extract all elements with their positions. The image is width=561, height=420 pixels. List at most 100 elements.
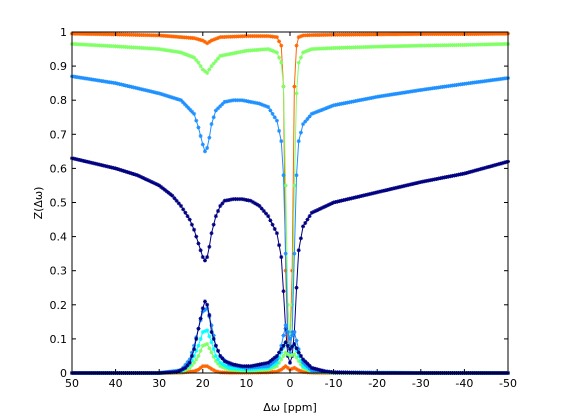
data-point bbox=[484, 165, 489, 170]
x-tick-label: -40 bbox=[455, 377, 473, 390]
data-point bbox=[87, 160, 92, 165]
data-point bbox=[294, 348, 299, 353]
data-point bbox=[478, 167, 483, 172]
y-tick-label: 0.5 bbox=[50, 197, 68, 210]
data-point bbox=[192, 55, 197, 60]
data-point bbox=[222, 53, 227, 58]
data-point bbox=[224, 52, 229, 57]
data-point bbox=[187, 357, 192, 362]
x-axis-label: Δω [ppm] bbox=[263, 401, 317, 414]
data-point bbox=[169, 95, 174, 100]
data-point bbox=[268, 47, 273, 52]
data-point bbox=[209, 64, 214, 69]
data-point bbox=[294, 91, 299, 96]
data-point bbox=[93, 161, 98, 166]
x-tick-label: 0 bbox=[287, 377, 294, 390]
data-point bbox=[218, 35, 223, 40]
data-point bbox=[176, 201, 181, 206]
data-point bbox=[161, 92, 166, 97]
data-point bbox=[311, 111, 316, 116]
data-point bbox=[383, 188, 388, 193]
data-point bbox=[166, 190, 171, 195]
data-point bbox=[274, 118, 279, 123]
data-point bbox=[101, 163, 106, 168]
data-point bbox=[296, 368, 301, 373]
data-point bbox=[345, 197, 350, 202]
data-point bbox=[218, 203, 223, 208]
data-point bbox=[301, 364, 306, 369]
data-point bbox=[125, 83, 130, 88]
data-point bbox=[97, 162, 102, 167]
data-point bbox=[141, 87, 146, 92]
data-point bbox=[131, 85, 136, 90]
data-point bbox=[213, 353, 218, 358]
data-point bbox=[85, 159, 90, 164]
data-point bbox=[216, 369, 221, 374]
data-point bbox=[292, 342, 297, 347]
data-point bbox=[187, 360, 192, 365]
data-point bbox=[268, 370, 273, 375]
data-point bbox=[226, 197, 231, 202]
data-point bbox=[281, 84, 286, 89]
data-point bbox=[301, 50, 306, 55]
data-point bbox=[213, 58, 218, 63]
data-point bbox=[209, 231, 214, 236]
data-point bbox=[277, 128, 282, 133]
data-point bbox=[361, 193, 366, 198]
data-point bbox=[179, 50, 183, 55]
data-point bbox=[200, 38, 205, 43]
data-point bbox=[220, 53, 225, 58]
data-point bbox=[211, 333, 216, 338]
data-point bbox=[285, 352, 290, 357]
data-point bbox=[220, 365, 225, 370]
data-point bbox=[139, 87, 144, 92]
data-point bbox=[216, 209, 221, 214]
data-point bbox=[117, 167, 122, 172]
data-point bbox=[298, 369, 303, 374]
data-point bbox=[81, 158, 86, 163]
data-point bbox=[233, 362, 238, 367]
data-point bbox=[294, 173, 299, 178]
data-point bbox=[189, 363, 194, 368]
data-point bbox=[492, 163, 497, 168]
data-point bbox=[159, 184, 164, 189]
data-point bbox=[268, 362, 273, 367]
y-tick-label: 0 bbox=[60, 367, 67, 380]
data-point bbox=[123, 83, 128, 88]
data-point bbox=[127, 170, 132, 175]
data-point bbox=[298, 359, 303, 364]
data-point bbox=[309, 210, 314, 215]
data-point bbox=[290, 302, 295, 307]
data-point bbox=[216, 361, 221, 366]
data-point bbox=[296, 248, 301, 253]
data-point bbox=[129, 171, 134, 176]
data-point bbox=[264, 361, 269, 366]
data-point bbox=[135, 86, 140, 91]
data-point bbox=[115, 81, 120, 86]
data-point bbox=[301, 357, 306, 362]
data-point bbox=[205, 342, 210, 347]
data-point bbox=[272, 369, 277, 374]
data-point bbox=[238, 34, 243, 39]
data-point bbox=[305, 116, 310, 121]
data-point bbox=[216, 56, 221, 61]
data-point bbox=[296, 353, 301, 358]
data-point bbox=[194, 357, 199, 362]
data-point bbox=[149, 179, 154, 184]
data-point bbox=[174, 369, 179, 374]
data-point bbox=[303, 49, 308, 54]
data-point bbox=[261, 103, 266, 108]
data-point bbox=[123, 169, 128, 174]
data-point bbox=[216, 106, 221, 111]
data-point bbox=[232, 34, 237, 39]
data-point bbox=[229, 197, 234, 202]
data-point bbox=[294, 355, 299, 360]
data-point bbox=[257, 362, 262, 367]
data-point bbox=[266, 34, 271, 39]
data-point bbox=[283, 326, 288, 331]
data-point bbox=[303, 33, 308, 38]
data-point bbox=[95, 162, 100, 167]
y-tick-label: 0.3 bbox=[50, 265, 68, 278]
data-point bbox=[279, 343, 284, 348]
data-point bbox=[298, 353, 303, 358]
